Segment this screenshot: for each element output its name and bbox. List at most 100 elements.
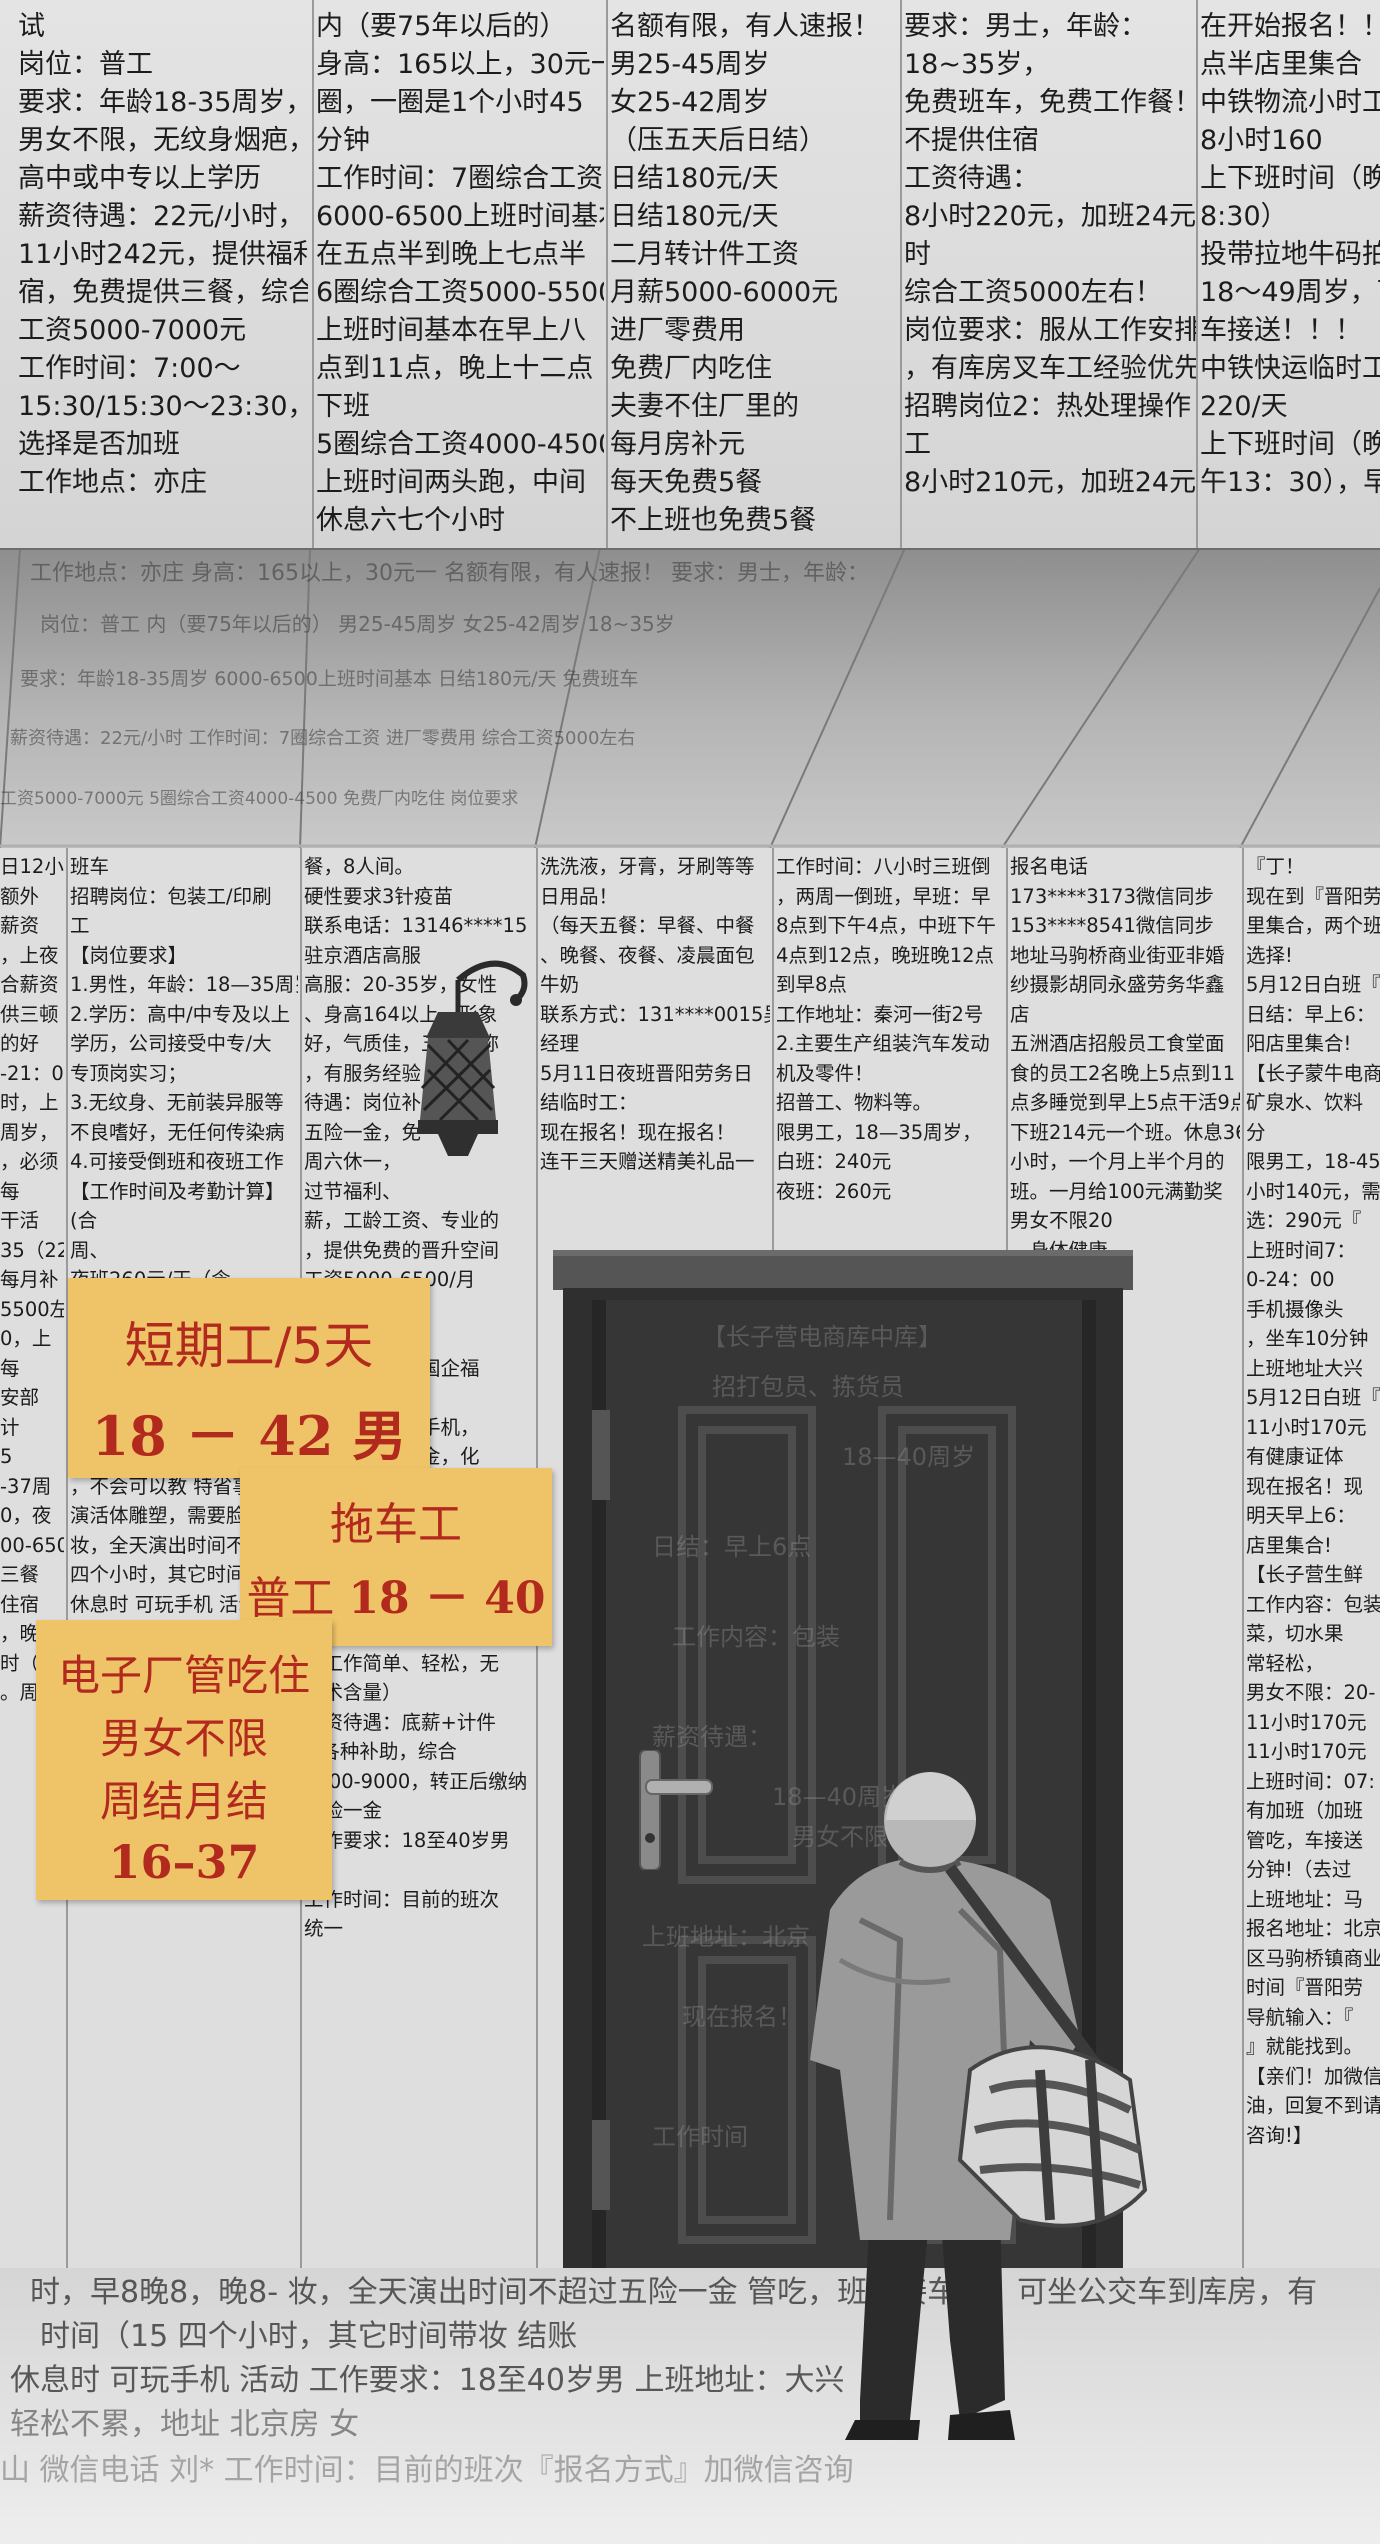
ad-line: 女25-42周岁 [610,87,770,118]
door-text-line: 上班地址：北京 [642,1923,810,1951]
ad-line: 现在到『晋阳劳 [1246,884,1380,908]
ad-line: 手机摄像头 [1246,1297,1344,1321]
ad-line: 7000-9000，转正后缴纳 [304,1769,528,1793]
ad-line: 合薪资 [0,973,59,996]
ad-line: 矿泉水、饮料 [1246,1091,1364,1114]
ad-line: 工作地址：秦河一街2号 [776,1002,984,1026]
ad-line: 机及零件！ [776,1061,874,1085]
column-divider [900,0,902,548]
ad-line: 11小时170元 [1246,1740,1367,1763]
ad-line: 工作时间：7圈综合工资 [316,163,604,194]
ad-line: 分 [1246,1120,1266,1144]
ad-line: 日结180元/天 [610,201,779,232]
ad-line: 下班214元一个班。休息36 [1010,1120,1240,1144]
ad-line: 选择是否加班 [18,429,180,460]
ad-line: 店里集合! [1246,1533,1332,1557]
ad-line: 工 [904,429,931,460]
top-ad-column: 试 岗位：普工 要求：年龄18-35周岁， 男女不限，无纹身烟疤， 高中或中专以… [18,8,308,548]
ad-line: 15:30/15:30～23:30，可自由 [18,391,308,422]
wall-ad-column: 洗洗液，牙膏，牙刷等等 日用品！ （每天五餐：早餐、中餐 、晚餐、夜餐、凌晨面包 牛奶联… [540,852,770,1252]
ad-line: 联系电话：13146****15 [304,914,528,937]
ad-line: 工资待遇： [904,163,1039,194]
ad-line: 上下班时间（晚 [1200,163,1380,194]
ad-line: 【岗位要求】 [70,943,188,967]
ad-line: 11小时170元 [1246,1710,1367,1734]
notice-line: 短期工/5天 [124,1317,374,1375]
ad-line: 月薪5000-6000元 [610,277,839,308]
ad-line: 招普工、物料等。 [776,1091,933,1114]
ad-line: 试 [18,11,45,42]
ad-line: 管吃，车接送 [1246,1828,1364,1852]
ad-line: 上班时间两头跑，中间 [316,467,586,498]
notice-tow-worker: 拖车工 普工 18 － 40 [240,1468,552,1646]
ad-line: 173****3173微信同步 [1010,884,1214,908]
ad-line: 中铁物流小时工 [1200,87,1380,118]
ad-line: 2.学历：高中/中专及以上 [70,1002,291,1026]
ad-line: 身高：165以上，30元一 [316,49,604,80]
ad-line: 区马驹桥镇商业 [1246,1946,1380,1970]
ad-line: 二月转计件工资 [610,239,799,270]
ad-line: 220/天 [1200,391,1288,422]
ad-line: 4.可接受倒班和夜班工作 [70,1150,284,1173]
ceiling-band [0,548,1380,848]
ad-line: 上班时间：07: [1246,1769,1375,1793]
ad-line: 现在报名！现在报名！ [540,1120,736,1144]
notice-line: 16–37 [108,1835,260,1889]
ad-line: 3.无纹身、无前装异服等 [70,1091,284,1114]
ad-line: 驻京酒店高服 [304,943,422,967]
ad-line: 免费厂内吃住 [610,353,772,384]
ad-line: ，必须 [0,1150,59,1173]
door-text-line: 男女不限 [792,1823,888,1851]
ad-line: 【长子营生鲜 [1246,1563,1364,1586]
ad-line: 五险一金 [304,1799,383,1822]
ad-line: 男女不限20 [1010,1209,1113,1232]
door-text-line: 现在报名！ [682,2003,802,2031]
ad-line: 小时，一个月上半个月的 [1010,1150,1225,1173]
ad-line: 限男工，18-45 [1246,1150,1380,1173]
wall-ad-column: 『丁！ 现在到『晋阳劳 里集合，两个班 选择! 5月12日白班『 日结：早上6： 阳店里集合… [1246,852,1380,2262]
column-divider [1196,0,1198,548]
ad-line: 常轻松， [1246,1651,1325,1675]
top-ad-column: 在开始报名！！ 点半店里集合 中铁物流小时工 8小时160 上下班时间（晚 8:… [1200,8,1380,548]
ad-line: 纱摄影胡同永盛劳务华鑫 [1010,973,1225,996]
ad-line: 周六休一， [304,1150,402,1173]
door[interactable]: 【长子营电商库中库】 招打包员、拣货员 18—40周岁 日结：早上6点 工作内容… [592,1300,1096,2268]
ad-line: 有健康证体 [1246,1445,1344,1468]
notice-line: 拖车工 [330,1499,462,1550]
ad-line: 8小时210元，加班24元/小 [904,467,1196,498]
door-handle-icon[interactable] [634,1750,714,1870]
notice-line: 普工 [246,1573,335,1624]
ad-line: 【长子蒙牛电商 [1246,1061,1380,1085]
ad-line: 高服：20-35岁，女性 [304,973,498,996]
ad-line: 5圈综合工资4000-4500， [316,429,604,460]
ad-line: 额外 [0,884,40,908]
ceiling-perspective-lines [0,548,1380,848]
ad-line: 演活体雕塑，需要脸部化 [70,1504,285,1527]
ad-line: 2.主要生产组装汽车发动 [776,1032,990,1055]
ad-line: 小时140元，需 [1246,1179,1380,1203]
ad-line: 连干三天赠送精美礼品一 [540,1150,755,1173]
column-divider [312,0,314,548]
ad-line: 供三顿 [0,1002,59,1026]
ad-line: 岗位：普工 [18,49,153,80]
ad-line: 下班 [316,391,370,422]
ad-line: 1.男性，年龄：18—35周岁 [70,973,298,996]
ad-line: 学历，公司接受中专/大 [70,1032,272,1055]
ad-line: 工作内容：包装 [1246,1592,1380,1616]
ad-line: 导航输入：『 [1246,2005,1354,2029]
ad-line: 经理 [540,1032,580,1055]
ceiling-text-line: 薪资待遇：22元/小时 工作时间：7圈综合工资 进厂零费用 综合工资5000左右 [10,728,636,749]
ad-line: 分钟 [316,125,370,156]
ad-line: 工作时间：目前的班次 [304,1887,500,1911]
ad-line: 技术含量） [304,1681,402,1704]
ad-line: 6000-6500上班时间基本 [316,201,604,232]
ad-line: 休息时 可玩手机 活动 [70,1592,258,1616]
ad-line: 招聘岗位2：热处理操作 [904,391,1192,422]
ad-line: 招聘岗位：包装工/印刷 [70,884,272,908]
ad-line: 0，夜 [0,1504,52,1527]
ad-line: 8小时160 [1200,125,1323,156]
notice-electronics-factory: 电子厂管吃住 男女不限 周结月结 16–37 [36,1620,332,1900]
ad-line: 薪资待遇：22元/小时， [18,201,305,232]
ad-line: 地址马驹桥商业街亚非婚 [1010,943,1225,967]
floor-band [0,2268,1380,2544]
